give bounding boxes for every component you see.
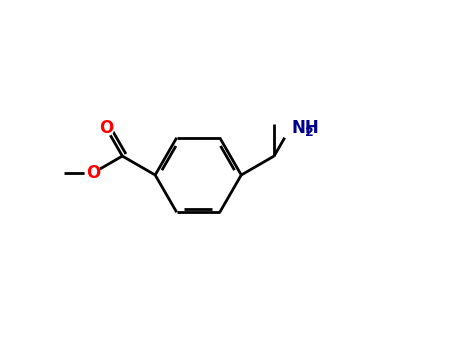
Text: O: O bbox=[99, 119, 113, 137]
Text: NH: NH bbox=[292, 119, 320, 137]
Circle shape bbox=[85, 166, 101, 181]
Circle shape bbox=[280, 118, 300, 139]
Circle shape bbox=[99, 121, 114, 136]
Text: 2: 2 bbox=[305, 126, 313, 139]
Text: O: O bbox=[86, 164, 100, 182]
